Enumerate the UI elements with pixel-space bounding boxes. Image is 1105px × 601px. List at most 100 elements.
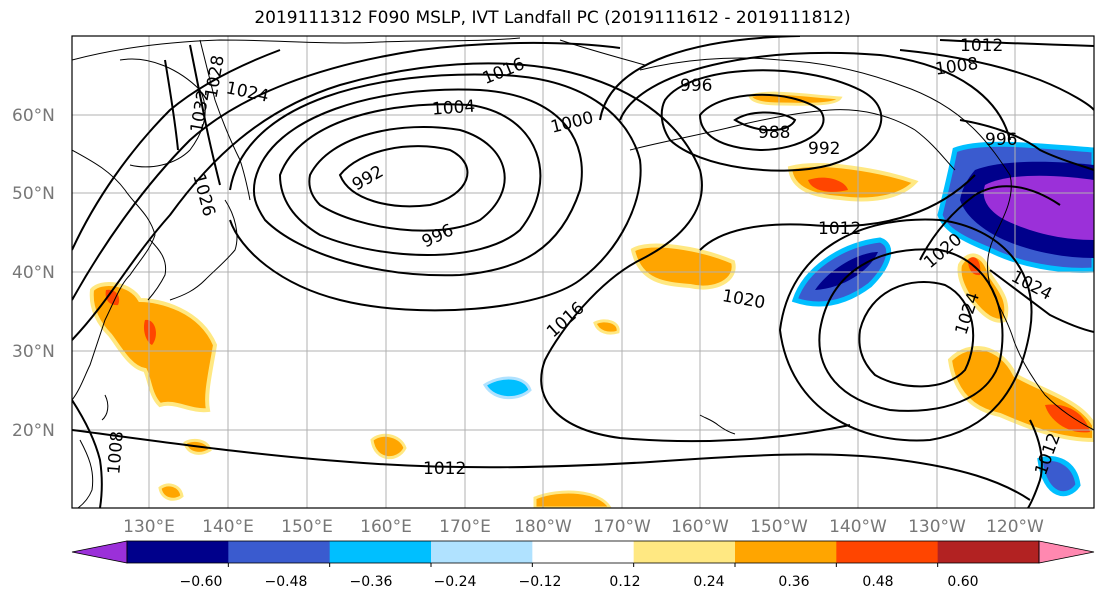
isobar-1012-south [72, 429, 1031, 501]
colorbar-segment [127, 541, 229, 563]
coast-aleutians [629, 109, 956, 171]
ivt-area-offshore-core [815, 252, 878, 290]
ivt-area-east-pacific-core [1045, 404, 1090, 433]
isobar-low-west-996 [308, 126, 506, 232]
colorbar-segment [633, 541, 736, 563]
ivt-area-small2 [370, 433, 407, 459]
isobar-low-alaska-996 [660, 69, 883, 172]
colorbar [71, 540, 1095, 567]
isobar-east-1008 [899, 49, 1094, 111]
coast-hawaii [699, 414, 736, 435]
isobar-1012-right [1027, 419, 1043, 508]
isobar-label: 996 [985, 130, 1017, 150]
isobar-low-alaska-992 [698, 93, 825, 152]
coast-kamchatka [199, 39, 251, 201]
longitude-label: 170°W [593, 517, 651, 537]
colorbar-segment [532, 541, 635, 563]
isobar-label: 992 [808, 139, 840, 159]
colorbar-segment [71, 540, 128, 564]
latitude-label: 30°N [12, 342, 55, 362]
isobar-label: 1008 [104, 430, 128, 475]
colorbar-tick-label: 0.24 [693, 574, 724, 590]
coast-korea [147, 239, 167, 301]
colorbar-tick-label: 0.36 [778, 574, 809, 590]
longitude-label: 150°W [750, 517, 808, 537]
ivt-area-southeast [1037, 456, 1081, 497]
colorbar-segment [431, 541, 533, 563]
isobar-west-1032 [164, 59, 179, 151]
longitude-label: 130°E [123, 517, 175, 537]
isobars [72, 36, 1094, 508]
isobar-low-alaska-988 [733, 111, 797, 132]
isobar-east-1020 [919, 185, 1061, 261]
longitude-label: 180°W [514, 517, 572, 537]
ivt-area-mid-blue [482, 376, 532, 400]
map-border [71, 35, 1095, 509]
isobar-1008-southwest [72, 399, 103, 508]
colorbar-segment [228, 541, 331, 563]
longitude-labels: 130°E 140°E 150°E 160°E 170°E 180°W 170°… [123, 517, 1044, 537]
colorbar-segment [937, 541, 1040, 563]
colorbar-tick-label: −0.12 [519, 574, 562, 590]
ivt-area-west-pacific [89, 282, 218, 413]
longitude-label: 160°E [360, 517, 412, 537]
ivt-area-small1 [593, 319, 620, 335]
colorbar-frame [126, 540, 1040, 564]
isobar-east-996 [959, 119, 1094, 171]
ivt-area-central [630, 243, 736, 290]
colorbar-segment [329, 541, 432, 563]
latitude-label: 60°N [12, 106, 55, 126]
ivt-area-gulf [787, 163, 919, 202]
colorbar-tick-label: 0.12 [609, 574, 640, 590]
colorbar-segment [1038, 540, 1095, 564]
colorbar-tick-label: −0.36 [350, 574, 393, 590]
isobar-1020 [72, 49, 281, 251]
isobar-label: 996 [680, 76, 712, 96]
isobar-label: 1012 [818, 219, 861, 239]
isobar-high-east-1024 [858, 281, 975, 388]
isobar-high-east-1016 [778, 218, 1033, 442]
longitude-label: 120°W [986, 517, 1044, 537]
isobar-high-east-1020 [818, 248, 1004, 412]
coastlines [72, 37, 1094, 508]
map-title: 2019111312 F090 MSLP, IVT Landfall PC (2… [254, 8, 851, 28]
isobar-1000-north [619, 51, 1011, 141]
isobar-low-west-1000 [278, 103, 542, 256]
colorbar-tick-label: −0.48 [265, 574, 308, 590]
ivt-area-small4 [158, 483, 184, 501]
coast-asia [72, 149, 156, 401]
isobar-label: 988 [758, 123, 790, 143]
isobar-label: 1012 [960, 36, 1003, 56]
colorbar-tick-labels: −0.60 −0.48 −0.36 −0.24 −0.12 0.12 0.24 … [180, 574, 979, 590]
longitude-label: 160°W [671, 517, 729, 537]
colorbar-tick-label: −0.60 [180, 574, 223, 590]
isobar-label: 1012 [423, 459, 466, 479]
colorbar-tick-label: −0.24 [434, 574, 477, 590]
isobar-1008 [229, 73, 642, 312]
coast-alaska [639, 57, 1011, 176]
latitude-label: 20°N [12, 421, 55, 441]
colorbar-tick-label: 0.60 [947, 574, 978, 590]
coast-philippines [77, 439, 94, 508]
isobar-low-west-1004 [252, 88, 583, 277]
isobar-east-1024 [989, 269, 1094, 333]
isobar-west-1028 [189, 44, 221, 186]
coast-taiwan [101, 394, 109, 421]
colorbar-segment [836, 541, 939, 563]
isobar-1012-east [699, 174, 976, 251]
longitude-label: 150°E [281, 517, 333, 537]
isobar-label: 1004 [431, 97, 476, 120]
colorbar-segment [735, 541, 837, 563]
colorbar-tick-label: 0.48 [862, 574, 893, 590]
ivt-area-gulf-core [808, 177, 848, 192]
longitude-label: 130°W [908, 517, 966, 537]
longitude-label: 140°E [202, 517, 254, 537]
isobar-1016 [72, 41, 621, 301]
isobar-east-1012 [939, 39, 1094, 47]
ivt-positive-areas [89, 91, 1094, 508]
coast-siberia-north [72, 37, 521, 61]
ivt-area-west-pacific-core2 [143, 319, 156, 345]
isobar-1004-north [599, 36, 801, 121]
latitude-label: 40°N [12, 263, 55, 283]
